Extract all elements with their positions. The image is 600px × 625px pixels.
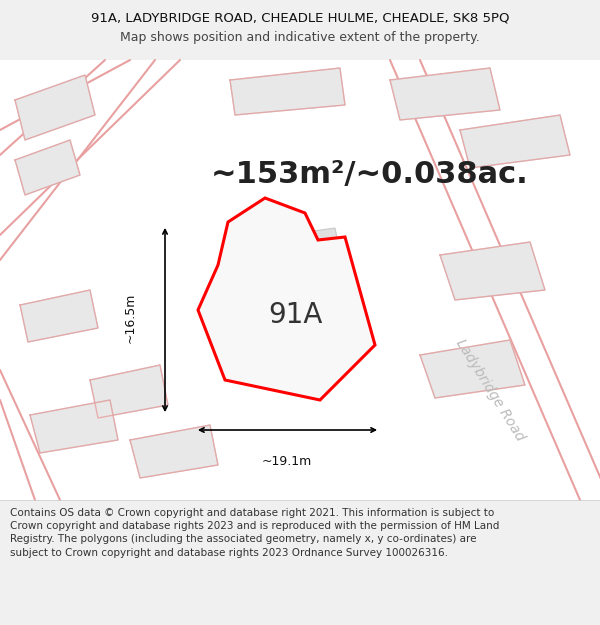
Polygon shape — [420, 340, 525, 398]
Polygon shape — [20, 290, 98, 342]
Polygon shape — [230, 68, 345, 115]
Polygon shape — [390, 68, 500, 120]
Polygon shape — [130, 425, 218, 478]
Bar — [0, 60, 600, 500]
Text: Map shows position and indicative extent of the property.: Map shows position and indicative extent… — [120, 31, 480, 44]
Polygon shape — [15, 140, 80, 195]
Polygon shape — [440, 242, 545, 300]
Text: ~153m²/~0.038ac.: ~153m²/~0.038ac. — [211, 161, 529, 189]
Polygon shape — [90, 365, 168, 418]
Text: 91A: 91A — [268, 301, 322, 329]
Text: Contains OS data © Crown copyright and database right 2021. This information is : Contains OS data © Crown copyright and d… — [10, 508, 499, 558]
Polygon shape — [30, 400, 118, 453]
Text: 91A, LADYBRIDGE ROAD, CHEADLE HULME, CHEADLE, SK8 5PQ: 91A, LADYBRIDGE ROAD, CHEADLE HULME, CHE… — [91, 11, 509, 24]
Polygon shape — [250, 228, 350, 312]
Polygon shape — [460, 115, 570, 168]
Polygon shape — [198, 198, 375, 400]
Polygon shape — [15, 75, 95, 140]
Text: ~16.5m: ~16.5m — [124, 292, 137, 343]
Text: Ladybridge Rise: Ladybridge Rise — [239, 239, 351, 271]
Text: ~19.1m: ~19.1m — [262, 455, 312, 468]
Text: Ladybridge Road: Ladybridge Road — [453, 336, 527, 444]
